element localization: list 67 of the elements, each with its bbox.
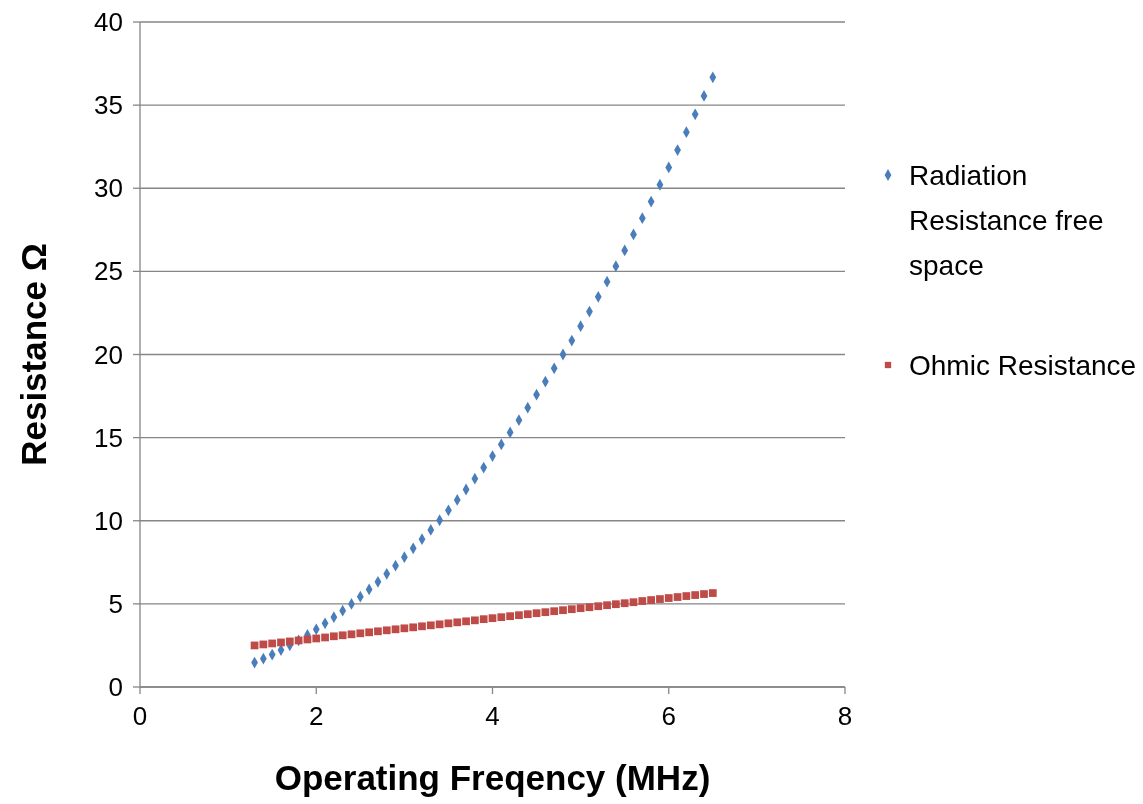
point [629, 598, 638, 607]
point [347, 630, 356, 639]
point [691, 591, 700, 599]
point [488, 614, 497, 623]
point [338, 631, 347, 640]
point [330, 632, 338, 641]
point [365, 628, 373, 637]
point [567, 605, 576, 614]
y-tick-label: 0 [108, 672, 123, 702]
legend-label: Radiation Resistance free space [909, 159, 1104, 281]
point [700, 590, 708, 598]
point [471, 616, 479, 625]
point [426, 621, 435, 630]
y-tick-label: 30 [94, 173, 123, 204]
point [673, 593, 682, 601]
point [664, 594, 673, 602]
point [497, 613, 506, 622]
point [647, 596, 655, 604]
point [391, 625, 400, 634]
y-axis-title: Resistance Ω [14, 243, 53, 466]
point [479, 615, 488, 624]
y-tick-label: 20 [94, 339, 123, 370]
point [638, 597, 647, 605]
point [453, 618, 462, 627]
y-tick-label: 10 [94, 505, 123, 536]
point [506, 612, 514, 621]
point [515, 611, 523, 620]
point [620, 599, 629, 608]
point [374, 627, 382, 636]
y-tick-label: 40 [94, 7, 123, 37]
y-tick-label: 25 [94, 256, 123, 287]
x-tick-label: 4 [485, 701, 500, 731]
point [285, 637, 294, 646]
y-tick-label: 35 [94, 90, 123, 121]
x-tick-label: 2 [309, 701, 324, 731]
point [444, 619, 453, 628]
point [462, 617, 470, 626]
x-tick-label: 6 [661, 701, 676, 731]
point [559, 606, 567, 615]
point [585, 603, 594, 612]
point [523, 610, 532, 619]
point [321, 633, 329, 642]
point [550, 607, 559, 616]
point [418, 622, 426, 631]
point [532, 609, 541, 618]
point [312, 634, 321, 643]
point [409, 623, 418, 632]
y-tick-label: 5 [108, 588, 123, 619]
point [576, 604, 585, 613]
point [435, 620, 444, 629]
x-tick-label: 0 [132, 701, 148, 731]
point [356, 629, 365, 638]
point [603, 601, 611, 610]
legend-label: Ohmic Resistance [909, 349, 1137, 381]
point [708, 589, 717, 597]
point [400, 624, 409, 633]
point [682, 592, 691, 600]
point [594, 602, 603, 611]
point [382, 626, 391, 635]
point [612, 600, 620, 609]
x-tick-label: 8 [837, 701, 853, 731]
point [656, 595, 664, 603]
x-axis-title: Operating Freqency (MHz) [274, 758, 711, 797]
point [541, 608, 550, 617]
point [277, 638, 285, 647]
y-tick-label: 15 [94, 422, 123, 453]
point [268, 639, 277, 648]
